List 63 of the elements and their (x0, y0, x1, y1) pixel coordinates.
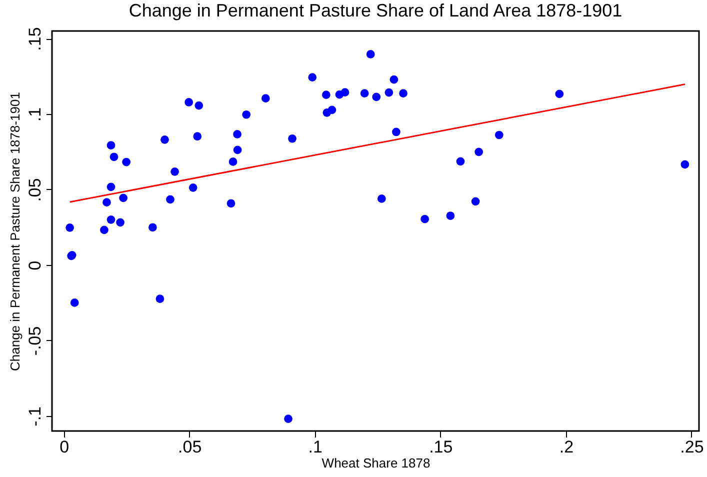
point (188, 184, 198, 192)
point (228, 158, 238, 166)
point (308, 73, 317, 82)
point (110, 152, 118, 162)
point (340, 88, 350, 96)
point (184, 98, 194, 106)
point (392, 128, 400, 136)
x-tick-label: .2 (559, 438, 574, 456)
y-axis-title: Change in Permanent Pasture Share 1878-1901 (8, 92, 22, 371)
point (555, 90, 564, 98)
point (102, 198, 111, 206)
y-tick-label: 0 (26, 260, 44, 270)
point (420, 214, 430, 224)
point (494, 130, 504, 140)
point (148, 223, 157, 232)
point (288, 134, 296, 143)
point (66, 224, 74, 232)
x-tick-label: 0 (60, 438, 70, 456)
point (233, 130, 242, 138)
point (193, 132, 202, 141)
point (226, 199, 236, 208)
point (377, 194, 386, 203)
point (242, 110, 251, 119)
point (100, 226, 108, 234)
point (70, 298, 79, 307)
point (106, 216, 116, 224)
point (119, 194, 128, 202)
point (322, 90, 330, 100)
point (106, 182, 116, 192)
x-tick-label: .15 (429, 438, 453, 456)
point (474, 148, 483, 156)
point (390, 75, 398, 84)
point (372, 92, 381, 102)
point (446, 212, 455, 220)
chart-title: Change in Permanent Pasture Share of Land Area 1878-1901 (128, 0, 622, 21)
point (366, 50, 375, 58)
point (166, 195, 174, 204)
point (328, 106, 336, 114)
point (170, 168, 179, 176)
point (284, 414, 292, 423)
point (106, 141, 116, 150)
x-axis-title: Wheat Share 1878 (322, 456, 430, 470)
y-tick-label: -.05 (26, 326, 44, 356)
y-tick-label: .15 (26, 27, 44, 51)
x-tick-label: .05 (178, 438, 202, 456)
x-tick-label: .1 (308, 438, 322, 456)
point (360, 89, 369, 98)
x-tick-label: .25 (680, 438, 704, 456)
y-tick-label: .05 (26, 178, 44, 202)
point (399, 89, 408, 98)
point (384, 88, 394, 97)
point (233, 146, 242, 154)
y-tick-label: -.1 (26, 406, 44, 426)
point (680, 160, 690, 169)
point (456, 157, 465, 166)
point (122, 158, 130, 166)
y-tick-label: .1 (26, 107, 44, 122)
point (261, 94, 270, 102)
point (156, 294, 164, 303)
point (160, 136, 169, 144)
point (194, 101, 204, 110)
point (116, 218, 124, 227)
point (471, 197, 480, 206)
